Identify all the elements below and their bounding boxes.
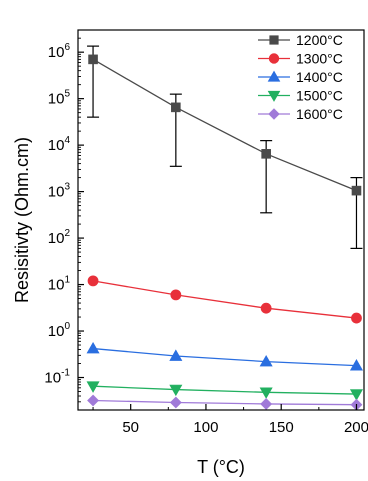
x-tick-label: 100 <box>193 419 218 436</box>
data-point <box>170 289 182 301</box>
x-tick-label: 50 <box>122 419 139 436</box>
data-point <box>171 102 181 113</box>
data-point <box>169 349 183 361</box>
legend-label: 1200°C <box>296 32 343 48</box>
series-1300°C <box>87 275 362 324</box>
data-point <box>88 54 98 65</box>
legend-label: 1300°C <box>296 51 343 67</box>
series-1400°C <box>86 341 363 371</box>
legend-marker <box>268 53 280 64</box>
legend-item: 1500°C <box>258 88 343 104</box>
legend-label: 1400°C <box>296 69 343 85</box>
legend-marker <box>268 108 280 120</box>
legend: 1200°C 1300°C 1400°C 1500°C 1600°C <box>258 32 343 122</box>
legend-label: 1600°C <box>296 106 343 122</box>
x-axis-title: T (°C) <box>197 457 245 477</box>
data-point <box>259 354 273 367</box>
legend-item: 1400°C <box>258 69 343 85</box>
data-point <box>86 381 100 393</box>
series-line <box>92 280 357 319</box>
y-tick-label: 105 <box>48 89 71 108</box>
data-point <box>260 302 272 314</box>
data-point <box>351 312 362 324</box>
data-point <box>351 185 362 196</box>
y-tick-label: 10-1 <box>44 368 70 387</box>
series-1200°C <box>87 45 363 249</box>
axis-layer: 50 100 150 200 10-1 100 101 102 103 104 105 106 <box>44 29 368 436</box>
legend-marker <box>267 90 281 102</box>
plot-frame <box>77 29 365 411</box>
data-point <box>349 359 363 371</box>
y-axis-title: Resisitivty (Ohm.cm) <box>12 137 32 303</box>
data-point <box>261 149 271 159</box>
data-point <box>349 389 363 401</box>
series-line <box>92 347 357 367</box>
data-point <box>86 341 100 354</box>
y-tick-label: 106 <box>48 42 71 61</box>
y-tick-label: 100 <box>48 321 71 340</box>
legend-item: 1300°C <box>258 51 343 67</box>
legend-item: 1200°C <box>258 32 343 48</box>
series-line <box>92 58 357 192</box>
legend-marker <box>267 70 281 82</box>
data-point <box>259 387 273 399</box>
series-line <box>93 399 357 406</box>
data-point <box>87 275 99 287</box>
data-point <box>87 394 99 407</box>
y-tick-label: 104 <box>48 135 71 154</box>
series-line <box>93 385 357 395</box>
legend-marker <box>269 35 279 45</box>
data-point <box>169 396 182 409</box>
y-tick-label: 101 <box>48 275 71 294</box>
y-tick-label: 103 <box>48 182 71 201</box>
series-1600°C <box>87 394 363 411</box>
series-1500°C <box>86 381 363 401</box>
series-layer <box>86 45 363 411</box>
x-tick-label: 200 <box>344 419 368 436</box>
legend-label: 1500°C <box>296 88 343 104</box>
data-point <box>169 384 183 397</box>
x-tick-label: 150 <box>269 419 294 436</box>
legend-item: 1600°C <box>258 106 343 122</box>
y-tick-label: 102 <box>48 228 71 247</box>
